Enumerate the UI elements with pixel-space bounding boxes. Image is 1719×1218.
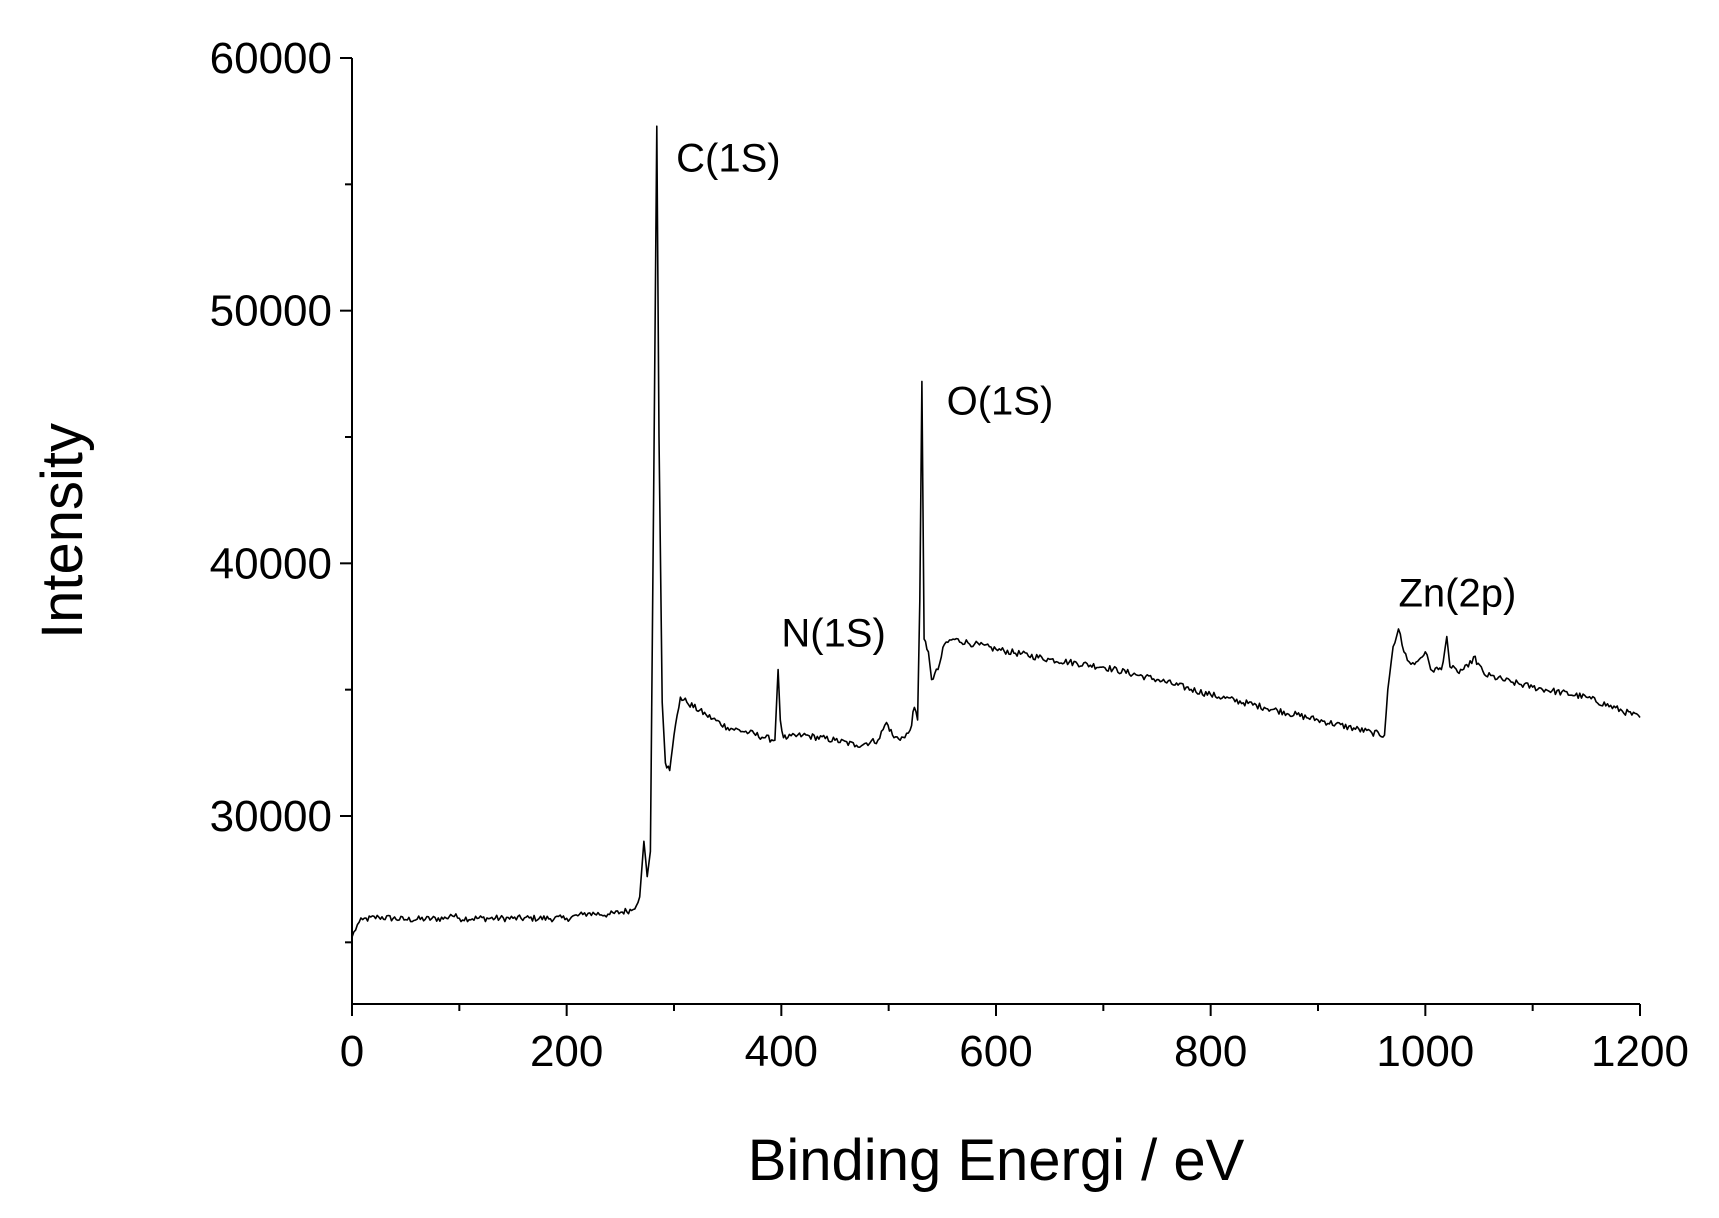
x-tick-label: 1200 <box>1591 1027 1689 1076</box>
y-tick-label: 30000 <box>210 792 332 841</box>
y-axis-ticks: 30000 40000 50000 60000 <box>210 34 352 944</box>
x-axis-title: Binding Energi / eV <box>748 1128 1245 1193</box>
x-tick-label: 0 <box>340 1027 364 1076</box>
y-axis-title: Intensity <box>30 423 95 639</box>
x-tick-label: 800 <box>1174 1027 1247 1076</box>
y-tick-label: 50000 <box>210 287 332 336</box>
peak-label: C(1S) <box>676 137 780 181</box>
peak-label: Zn(2p) <box>1399 571 1517 615</box>
peak-label: N(1S) <box>781 612 885 656</box>
y-tick-label: 40000 <box>210 539 332 588</box>
chart-axes <box>351 58 1640 1005</box>
x-tick-label: 600 <box>959 1027 1032 1076</box>
x-tick-label: 1000 <box>1376 1027 1474 1076</box>
x-tick-label: 400 <box>745 1027 818 1076</box>
x-tick-label: 200 <box>530 1027 603 1076</box>
peak-annotations: C(1S) N(1S) O(1S) Zn(2p) <box>676 137 1516 656</box>
x-axis-ticks: 0 200 400 600 800 1000 1200 <box>340 1004 1689 1076</box>
spectrum-line <box>351 125 1641 938</box>
spectrum-series <box>351 125 1641 938</box>
peak-label: O(1S) <box>947 379 1054 423</box>
y-tick-label: 60000 <box>210 34 332 83</box>
